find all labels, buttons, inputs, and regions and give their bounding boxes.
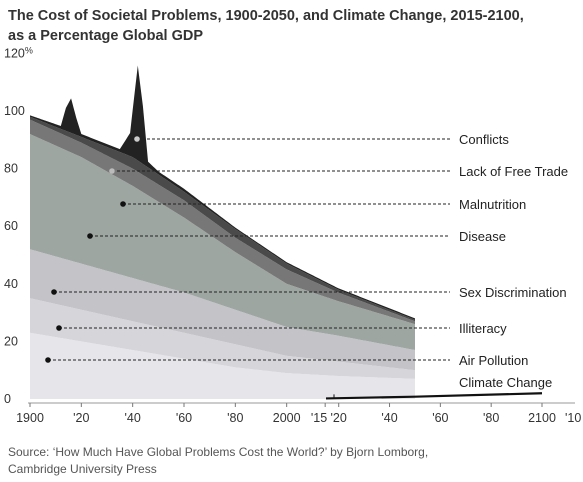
y-tick-label: 20 bbox=[4, 334, 18, 348]
label-air-pollution: Air Pollution bbox=[459, 353, 528, 368]
x-tick-label: '60 bbox=[432, 411, 448, 425]
y-tick-label: 0 bbox=[4, 392, 11, 406]
marker-lack-of-free-trade bbox=[109, 168, 115, 174]
x-tick-label: 1900 bbox=[16, 411, 44, 425]
x-tick-label: '10 bbox=[565, 411, 581, 425]
climate-change-series bbox=[325, 392, 543, 400]
x-tick-label: '20 bbox=[73, 411, 89, 425]
marker-air-pollution bbox=[45, 357, 51, 363]
label-conflicts: Conflicts bbox=[459, 132, 509, 147]
x-tick-label: '40 bbox=[125, 411, 141, 425]
x-tick-label: '40 bbox=[381, 411, 397, 425]
marker-malnutrition bbox=[120, 201, 126, 207]
x-tick-label: 2000 bbox=[273, 411, 301, 425]
source-line-1: Source: ‘How Much Have Global Problems C… bbox=[8, 445, 428, 459]
source-line-2: Cambridge University Press bbox=[8, 462, 157, 476]
marker-illiteracy bbox=[56, 325, 62, 331]
label-illiteracy: Illiteracy bbox=[459, 321, 507, 336]
x-tick-label: '80 bbox=[483, 411, 499, 425]
marker-sex-discrimination bbox=[51, 289, 57, 295]
x-tick-label: '60 bbox=[176, 411, 192, 425]
area-air-pollution bbox=[30, 332, 415, 399]
stacked-area-series bbox=[30, 65, 415, 399]
x-axis: 1900 '20 '40 '60 '80 2000 '15 '20 '40 '60 '80 2100 '… bbox=[16, 402, 581, 425]
label-lack-of-free-trade: Lack of Free Trade bbox=[459, 164, 568, 179]
line-climate-change bbox=[325, 392, 543, 400]
marker-disease bbox=[87, 233, 93, 239]
label-malnutrition: Malnutrition bbox=[459, 197, 526, 212]
chart-title-line-2: as a Percentage Global GDP bbox=[8, 28, 203, 44]
area-illiteracy bbox=[30, 298, 415, 379]
area-disease bbox=[30, 134, 415, 351]
label-disease: Disease bbox=[459, 229, 506, 244]
area-malnutrition bbox=[30, 119, 415, 325]
x-tick-label: '15 bbox=[311, 411, 327, 425]
x-tick-label: '80 bbox=[227, 411, 243, 425]
y-tick-unit: % bbox=[25, 45, 33, 55]
label-climate-change: Climate Change bbox=[459, 375, 552, 390]
label-sex-discrimination: Sex Discrimination bbox=[459, 285, 567, 300]
y-tick-label: 100 bbox=[4, 104, 25, 118]
area-sex-discrimination bbox=[30, 249, 415, 371]
y-tick-label: 120% bbox=[4, 45, 33, 60]
y-axis-tick-labels: 120% 100 80 60 40 20 0 bbox=[4, 45, 33, 406]
marker-conflicts bbox=[134, 136, 140, 142]
y-tick-label: 80 bbox=[4, 162, 18, 176]
y-tick-label: 40 bbox=[4, 277, 18, 291]
x-tick-label: 2100 bbox=[528, 411, 556, 425]
series-leader-lines: Conflicts Lack of Free Trade Malnutrition D… bbox=[45, 132, 568, 390]
chart-title-line-1: The Cost of Societal Problems, 1900-2050… bbox=[8, 8, 524, 24]
x-tick-label: '20 bbox=[331, 411, 347, 425]
y-tick-label: 60 bbox=[4, 219, 18, 233]
